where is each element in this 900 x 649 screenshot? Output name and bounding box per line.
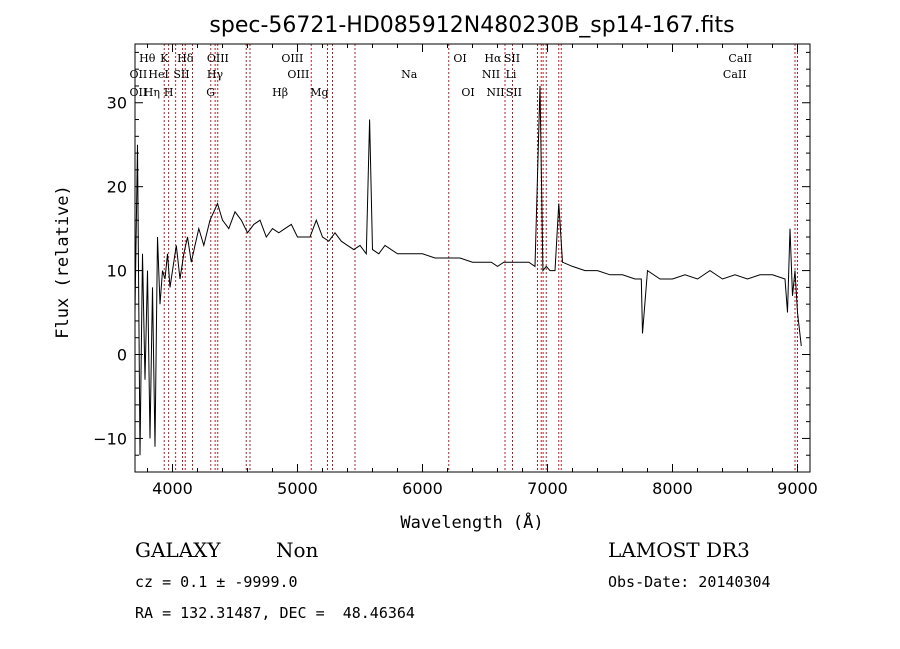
line-label-17: OI <box>453 52 466 65</box>
chart-title: spec-56721-HD085912N480230B_sp14-167.fit… <box>209 13 734 38</box>
spectrum-series <box>134 85 802 456</box>
line-label-12: OIII <box>281 52 303 65</box>
line-label-18: OI <box>461 86 474 99</box>
line-label-1: OII <box>130 86 148 99</box>
redshift-text: cz = 0.1 ± -9999.0 <box>135 573 298 591</box>
y-tick-label-3: 20 <box>107 178 127 197</box>
line-label-5: K <box>160 52 169 65</box>
x-tick-label-1: 5000 <box>277 479 318 498</box>
emission-line-markers: OII OII Hθ Hη HeI K H Hδ SII OIII Hγ G OIII OIII Hβ Mg N… <box>130 44 798 472</box>
survey-name: LAMOST DR3 <box>608 538 750 562</box>
x-tick-label-4: 8000 <box>652 479 693 498</box>
line-label-11: G <box>206 86 215 99</box>
line-label-2: Hθ <box>139 52 156 65</box>
line-label-9: OIII <box>207 52 229 65</box>
spectrum-line-0 <box>134 85 802 456</box>
y-tick-label-0: −10 <box>93 429 127 448</box>
x-tick-label-0: 4000 <box>152 479 193 498</box>
x-axis-label: Wavelength (Å) <box>400 511 543 533</box>
line-label-19: Hα <box>484 52 502 65</box>
line-label-14: Hβ <box>272 86 288 99</box>
line-label-26: CaII <box>723 68 747 81</box>
x-tick-label-3: 7000 <box>527 479 568 498</box>
line-label-10: Hγ <box>207 68 224 81</box>
y-tick-label-4: 30 <box>107 94 127 113</box>
line-label-7: Hδ <box>177 52 194 65</box>
spectrum-plot: spec-56721-HD085912N480230B_sp14-167.fit… <box>53 13 818 533</box>
object-subclass: Non <box>276 538 319 562</box>
y-tick-label-2: 10 <box>107 262 127 281</box>
coordinates-text: RA = 132.31487, DEC = 48.46364 <box>135 604 415 622</box>
line-label-16: Na <box>401 68 418 81</box>
x-tick-label-5: 9000 <box>777 479 818 498</box>
plot-frame <box>134 43 811 473</box>
axes: 4000 5000 6000 7000 8000 9000 −10 0 10 20 30 <box>93 44 818 498</box>
x-tick-label-2: 6000 <box>402 479 443 498</box>
line-label-23: NII <box>486 86 504 99</box>
line-label-25: CaII <box>728 52 752 65</box>
line-label-21: NII <box>482 68 500 81</box>
line-label-24: SII <box>506 86 522 99</box>
line-label-4: HeI <box>148 68 168 81</box>
line-label-20: SII <box>504 52 520 65</box>
line-label-15: Mg <box>310 86 328 99</box>
line-label-6: H <box>164 86 174 99</box>
line-label-3: Hη <box>144 86 160 99</box>
y-axis-label: Flux (relative) <box>53 185 73 339</box>
line-label-22: Li <box>506 68 517 81</box>
y-tick-label-1: 0 <box>117 346 127 365</box>
line-label-8: SII <box>173 68 189 81</box>
observation-date: Obs-Date: 20140304 <box>608 573 771 591</box>
line-label-0: OII <box>130 68 148 81</box>
line-label-13: OIII <box>287 68 309 81</box>
object-class: GALAXY <box>135 538 221 562</box>
